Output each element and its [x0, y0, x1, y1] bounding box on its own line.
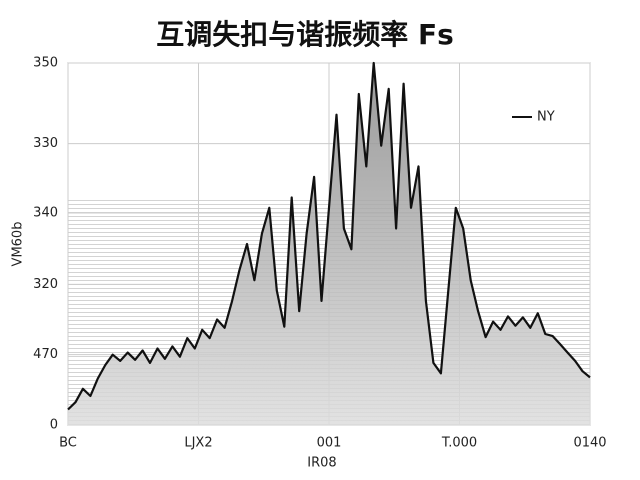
x-axis-label: IR08 [307, 456, 336, 471]
line [67, 61, 591, 411]
legend-label: NY [537, 110, 555, 125]
y-axis-label: VM60b [11, 222, 26, 267]
x-tick-label: LJX2 [184, 436, 212, 451]
y-tick-label: 340 [33, 205, 58, 220]
y-tick-label: 320 [33, 277, 58, 292]
y-tick-label: 330 [33, 136, 58, 151]
area [68, 63, 590, 425]
x-tick-label: 0140 [573, 436, 606, 451]
x-tick-label: 001 [317, 436, 342, 451]
x-tick-label: T.000 [441, 436, 477, 451]
chart-title: 互调失扣与谐振频率 Fs [156, 18, 454, 51]
y-tick-label: 350 [33, 56, 58, 71]
x-tick-label: BC [59, 436, 77, 451]
y-tick-label: 470 [33, 347, 58, 362]
y-tick-label: 0 [50, 418, 58, 433]
